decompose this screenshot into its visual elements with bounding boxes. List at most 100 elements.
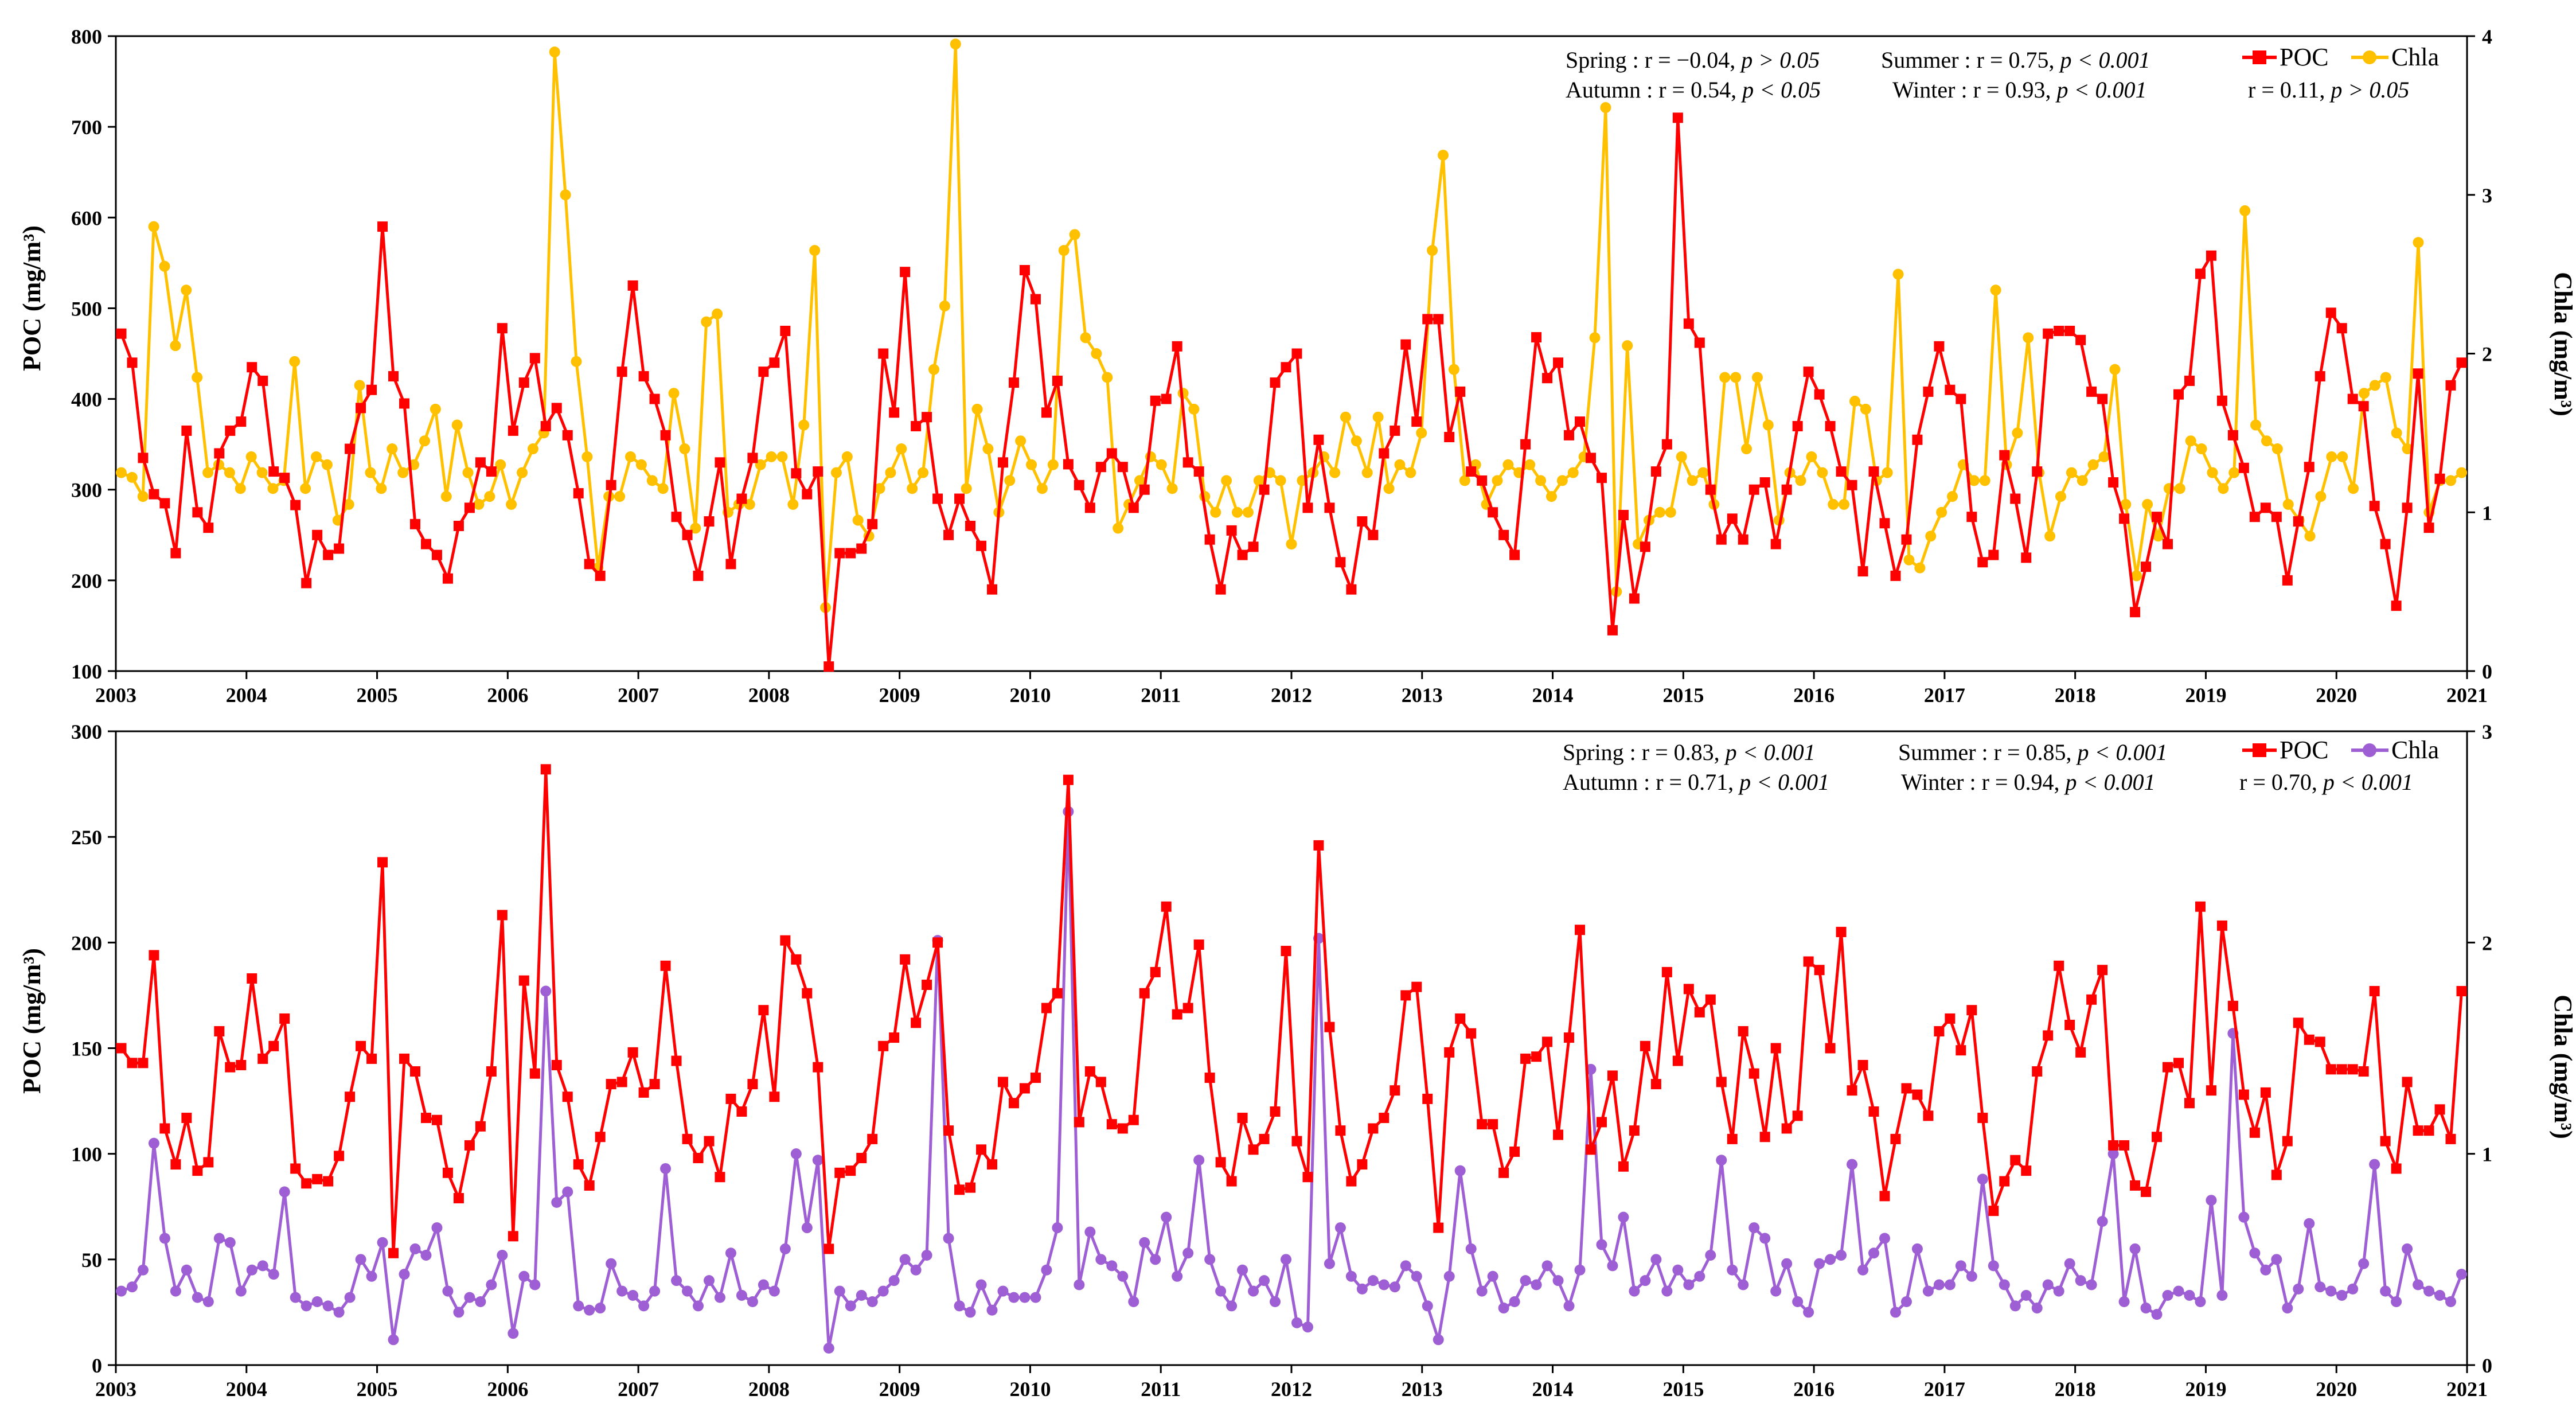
top-poc-point [2282,575,2293,586]
bottom-chla-point [1933,1279,1945,1291]
top-poc-point [1346,584,1357,595]
bottom-chla-point [1922,1285,1934,1297]
top-chla-point [1156,459,1167,470]
bottom-chla-point [725,1247,736,1259]
bottom-poc-point [388,1247,399,1258]
top-x-tick-label: 2016 [1793,684,1835,707]
bottom-poc-point [1629,1125,1640,1136]
bottom-poc-point [1052,988,1063,999]
bottom-chla-point [1694,1270,1705,1282]
top-y2-tick-label: 4 [2482,25,2492,48]
bottom-poc-point [1879,1191,1890,1202]
bottom-chla-point [2282,1303,2293,1314]
top-chla-point [137,491,149,502]
top-chla-point [1340,411,1351,423]
top-chla-point [365,467,376,478]
bottom-stat-autumn: Autumn : r = 0.71, p < 0.001 [1563,769,1829,795]
top-chla-point [809,245,821,256]
top-chla-point [1242,506,1254,518]
bottom-poc-point [2173,1058,2184,1069]
top-poc-point [1956,393,1966,404]
bottom-poc-point [1727,1133,1738,1144]
bottom-chla-point [388,1334,399,1346]
bottom-chla-point [2369,1159,2380,1170]
bottom-poc-point [214,1026,225,1037]
top-y2-tick-label: 3 [2482,184,2492,207]
bottom-chla-point [1259,1275,1270,1286]
bottom-chla-point [1900,1296,1912,1307]
top-chla-point [2315,491,2327,502]
bottom-chla-point [1052,1222,1063,1234]
bottom-chla-point [1095,1254,1107,1265]
top-chla-point [560,189,571,201]
bottom-poc-point [257,1053,268,1064]
top-poc-point [420,539,431,549]
bottom-chla-point [1814,1258,1825,1269]
bottom-poc-point [1803,956,1814,967]
top-chla-point [787,498,799,510]
bottom-chla-point [595,1303,606,1314]
bottom-poc-point [2097,965,2108,976]
bottom-poc-point [464,1140,475,1151]
top-chla-point [1036,483,1048,494]
bottom-poc-point [1041,1003,1052,1013]
top-plot-frame [115,35,2468,672]
top-poc-point [922,412,932,423]
top-chla-point [1806,451,1817,462]
bottom-y-tick-label: 0 [92,1354,102,1377]
bottom-chla-point [627,1289,639,1301]
bottom-poc-point [1770,1043,1781,1054]
bottom-chla-point [954,1300,965,1312]
bottom-chla-point [366,1270,377,1282]
bottom-chla-point [409,1243,421,1254]
bottom-poc-point [2358,1066,2369,1077]
top-poc-point [301,578,312,588]
bottom-chla-point [1345,1270,1357,1282]
top-poc-point [268,466,279,477]
bottom-poc-point [813,1062,823,1073]
bottom-chla-point [1302,1321,1313,1333]
bottom-x-tick-label: 2018 [2055,1378,2096,1401]
bottom-chla-point [1161,1211,1172,1223]
bottom-poc-point [997,1077,1008,1087]
bottom-poc-point [1650,1079,1661,1090]
bottom-poc-point [693,1153,704,1164]
bottom-poc-point [2064,1019,2075,1030]
bottom-poc-point [116,1043,127,1054]
bottom-chla-point [2434,1289,2446,1301]
bottom-chla-point [464,1292,475,1303]
top-chla-point [1947,491,1958,502]
top-poc-point [1052,375,1063,386]
top-x-tick-label: 2009 [879,684,920,707]
top-poc-point [2227,430,2238,440]
bottom-chla-point [1531,1279,1542,1291]
bottom-poc-point [409,1066,420,1077]
top-poc-point [1074,479,1084,490]
bottom-poc-point [551,1059,562,1070]
bottom-chla-point [2195,1296,2206,1307]
bottom-poc-point [1128,1114,1139,1125]
top-chla-point [2012,427,2023,439]
bottom-chla-point [126,1281,138,1293]
bottom-x-tick-label: 2004 [226,1378,267,1401]
top-poc-point [725,559,736,570]
bottom-poc-point [2249,1127,2260,1138]
bottom-poc-point [1226,1176,1237,1187]
bottom-chla-point [115,1285,127,1297]
top-poc-point [2347,393,2358,404]
bottom-poc-point [758,1005,769,1016]
top-poc-point [1607,625,1618,636]
top-poc-point [584,559,595,570]
bottom-poc-point [1672,1055,1683,1066]
bottom-poc-point [2054,960,2064,971]
bottom-poc-point [1705,994,1716,1005]
bottom-poc-point [2152,1132,2163,1143]
top-poc-point [900,267,911,278]
bottom-chla-point [1552,1275,1564,1286]
top-series-group [115,38,2468,672]
bottom-chla-point [2304,1218,2315,1229]
bottom-chla-point [1324,1258,1335,1269]
bottom-chla-point [2086,1279,2097,1291]
top-poc-point [2054,325,2064,336]
bottom-chla-point [551,1196,563,1208]
